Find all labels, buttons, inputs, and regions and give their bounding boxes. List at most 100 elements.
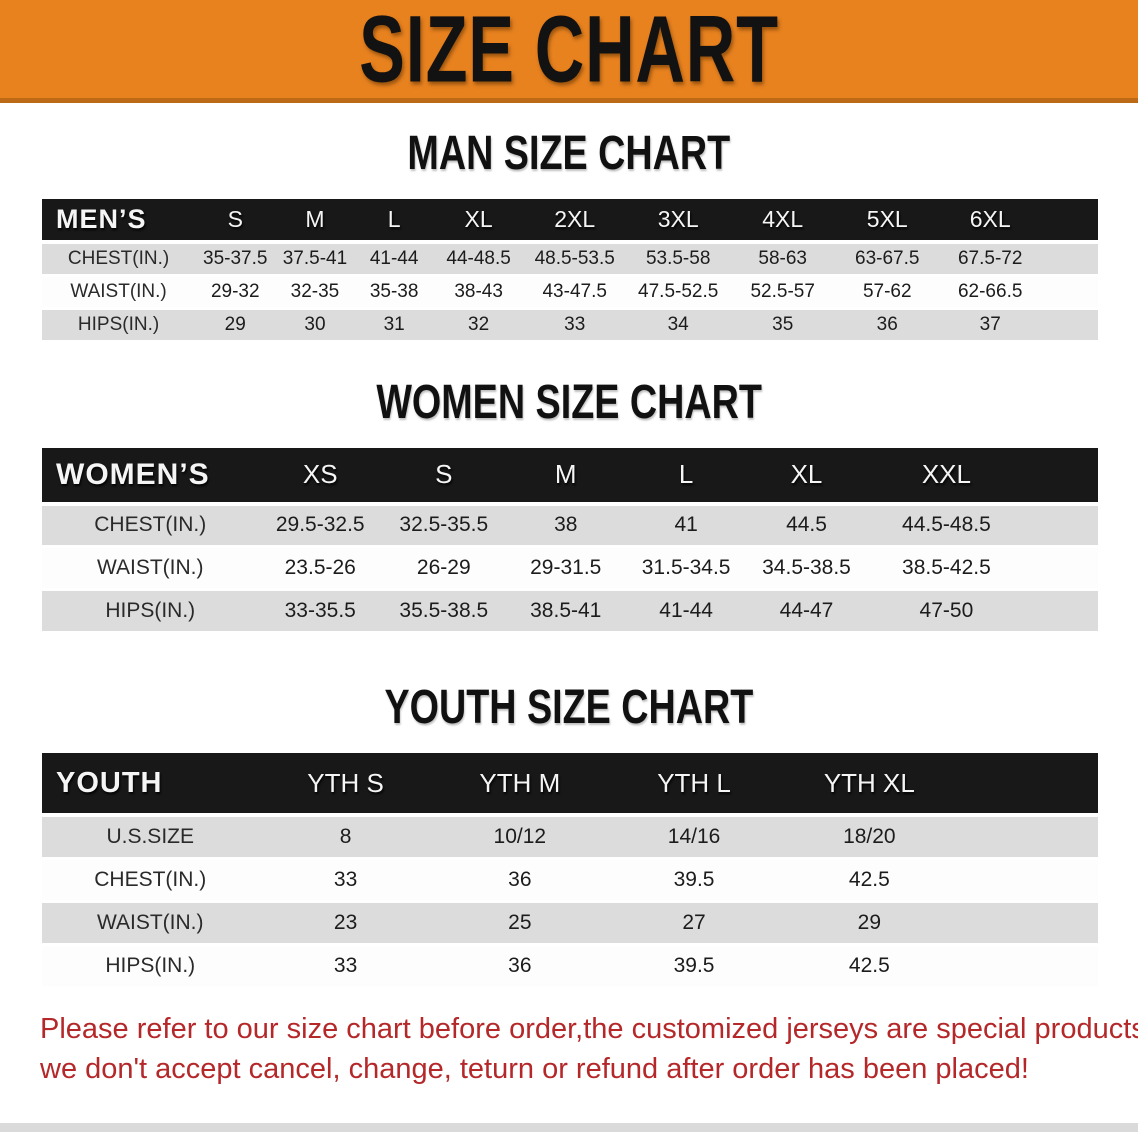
measurement-value: 48.5-53.5 xyxy=(523,242,626,277)
table-group-label: WOMEN’S xyxy=(42,447,259,506)
measurement-row: CHEST(IN.) 29.5-32.5 32.5-35.5 38 41 44.5 44.5… xyxy=(42,503,1098,548)
measurement-value: 39.5 xyxy=(606,858,782,903)
measurement-value: 42.5 xyxy=(781,858,958,903)
measurement-value: 35.5-38.5 xyxy=(382,589,506,634)
size-column-header: M xyxy=(505,447,626,506)
measurement-value: 62-66.5 xyxy=(939,275,1041,310)
measurement-value: 47.5-52.5 xyxy=(625,275,731,310)
measurement-value: 37 xyxy=(939,308,1041,343)
row-filler-cell xyxy=(957,858,1098,903)
row-filler-cell xyxy=(957,901,1098,946)
measurement-value: 38.5-42.5 xyxy=(866,546,1027,591)
measurement-value: 43-47.5 xyxy=(523,275,626,310)
size-column-header: YTH L xyxy=(606,753,782,817)
measurement-value: 63-67.5 xyxy=(834,242,940,277)
size-column-header: S xyxy=(382,447,506,506)
measurement-value: 41-44 xyxy=(625,589,747,634)
measurement-value: 33 xyxy=(523,308,626,343)
measurement-row-label: WAIST(IN.) xyxy=(42,901,259,946)
measurement-value: 23.5-26 xyxy=(258,546,383,591)
measurement-value: 32-35 xyxy=(275,275,355,310)
measurement-value: 44-48.5 xyxy=(433,242,524,277)
women-size-table: WOMEN’S XS S M L XL XXL CHEST(IN.) 29.5-32.5 32.… xyxy=(42,447,1098,634)
size-column-header: M xyxy=(275,199,355,244)
size-column-header: 4XL xyxy=(730,199,835,244)
order-disclaimer: Please refer to our size chart before or… xyxy=(0,1009,1138,1089)
measurement-value: 58-63 xyxy=(730,242,835,277)
measurement-row-label: CHEST(IN.) xyxy=(42,858,259,903)
size-column-header: L xyxy=(354,199,434,244)
measurement-value: 31.5-34.5 xyxy=(625,546,747,591)
measurement-value: 32.5-35.5 xyxy=(382,503,506,548)
size-column-header: XL xyxy=(433,199,524,244)
measurement-value: 29.5-32.5 xyxy=(258,503,383,548)
size-column-header: XS xyxy=(258,447,383,506)
header-filler-cell xyxy=(957,753,1098,817)
row-filler-cell xyxy=(957,944,1098,989)
youth-section-heading: YOUTH SIZE CHART xyxy=(0,678,1138,734)
measurement-value: 42.5 xyxy=(781,944,958,989)
measurement-value: 34 xyxy=(625,308,731,343)
measurement-row-label: HIPS(IN.) xyxy=(42,589,259,634)
size-column-header: 6XL xyxy=(939,199,1041,244)
row-filler-cell xyxy=(1026,589,1098,634)
size-header-row: MEN’S S M L XL 2XL 3XL 4XL 5XL 6XL xyxy=(42,199,1098,244)
measurement-value: 41-44 xyxy=(354,242,434,277)
measurement-row-label: CHEST(IN.) xyxy=(42,503,259,548)
measurement-row: U.S.SIZE 8 10/12 14/16 18/20 xyxy=(42,815,1098,860)
men-section-heading-text: MAN SIZE CHART xyxy=(407,124,731,180)
measurement-value: 52.5-57 xyxy=(730,275,835,310)
measurement-value: 8 xyxy=(258,815,433,860)
measurement-value: 27 xyxy=(606,901,782,946)
measurement-value: 57-62 xyxy=(834,275,940,310)
measurement-row: WAIST(IN.) 23.5-26 26-29 29-31.5 31.5-34.5 34… xyxy=(42,546,1098,591)
size-column-header: XXL xyxy=(866,447,1027,506)
measurement-value: 26-29 xyxy=(382,546,506,591)
measurement-value: 23 xyxy=(258,901,433,946)
size-header-row: YOUTH YTH S YTH M YTH L YTH XL xyxy=(42,753,1098,817)
measurement-value: 30 xyxy=(275,308,355,343)
size-column-header: YTH XL xyxy=(781,753,958,817)
measurement-value: 10/12 xyxy=(432,815,607,860)
measurement-value: 37.5-41 xyxy=(275,242,355,277)
measurement-row: WAIST(IN.) 29-32 32-35 35-38 38-43 43-47.5 47.… xyxy=(42,275,1098,310)
row-filler-cell xyxy=(1040,275,1098,310)
measurement-row: CHEST(IN.) 35-37.5 37.5-41 41-44 44-48.5 48.5… xyxy=(42,242,1098,277)
measurement-value: 47-50 xyxy=(866,589,1027,634)
measurement-value: 14/16 xyxy=(606,815,782,860)
measurement-value: 35-37.5 xyxy=(195,242,276,277)
measurement-value: 18/20 xyxy=(781,815,958,860)
measurement-value: 67.5-72 xyxy=(939,242,1041,277)
measurement-value: 34.5-38.5 xyxy=(746,546,867,591)
measurement-value: 36 xyxy=(834,308,940,343)
row-filler-cell xyxy=(1040,242,1098,277)
disclaimer-line-1: Please refer to our size chart before or… xyxy=(40,1012,1138,1045)
measurement-row: HIPS(IN.) 29 30 31 32 33 34 35 36 37 xyxy=(42,308,1098,343)
banner-title: SIZE CHART xyxy=(359,0,779,102)
measurement-row-label: HIPS(IN.) xyxy=(42,944,259,989)
size-column-header: XL xyxy=(746,447,867,506)
bottom-edge-strip xyxy=(0,1123,1138,1132)
measurement-value: 44.5 xyxy=(746,503,867,548)
measurement-value: 44-47 xyxy=(746,589,867,634)
measurement-row: HIPS(IN.) 33 36 39.5 42.5 xyxy=(42,944,1098,989)
header-filler-cell xyxy=(1040,199,1098,244)
size-column-header: YTH S xyxy=(258,753,433,817)
measurement-row: HIPS(IN.) 33-35.5 35.5-38.5 38.5-41 41-44 44-… xyxy=(42,589,1098,634)
row-filler-cell xyxy=(1026,503,1098,548)
measurement-value: 31 xyxy=(354,308,434,343)
measurement-row-label: WAIST(IN.) xyxy=(42,275,196,310)
table-group-label: MEN’S xyxy=(42,199,196,244)
measurement-value: 39.5 xyxy=(606,944,782,989)
measurement-row-label: U.S.SIZE xyxy=(42,815,259,860)
measurement-value: 38 xyxy=(505,503,626,548)
measurement-value: 29 xyxy=(781,901,958,946)
size-header-row: WOMEN’S XS S M L XL XXL xyxy=(42,447,1098,506)
measurement-value: 44.5-48.5 xyxy=(866,503,1027,548)
youth-size-table: YOUTH YTH S YTH M YTH L YTH XL U.S.SIZE 8 10/1… xyxy=(42,753,1098,989)
measurement-value: 33-35.5 xyxy=(258,589,383,634)
row-filler-cell xyxy=(1026,546,1098,591)
youth-section-heading-text: YOUTH SIZE CHART xyxy=(384,678,754,734)
measurement-value: 35 xyxy=(730,308,835,343)
measurement-value: 33 xyxy=(258,944,433,989)
